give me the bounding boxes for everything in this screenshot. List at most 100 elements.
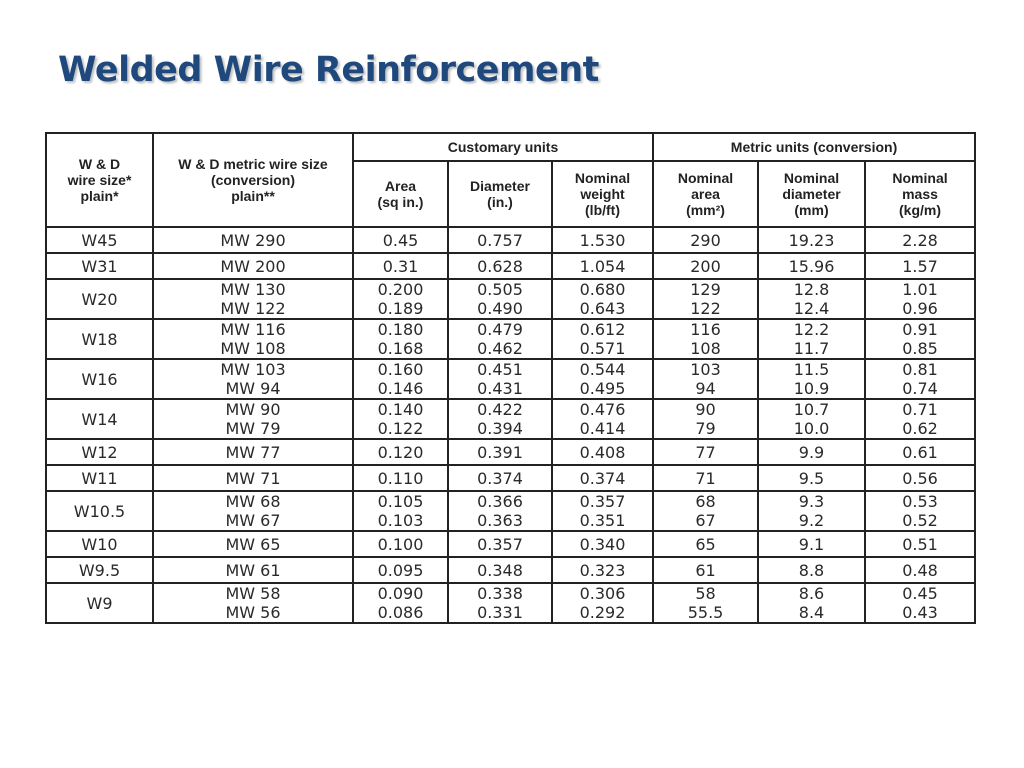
- metric-size-cell: MW 77: [152, 438, 354, 466]
- cell-value: 1.054: [579, 256, 626, 276]
- cell-value: 0.374: [579, 468, 626, 488]
- cell-value: 0.757: [477, 230, 523, 250]
- diameter-cell: 0.338 0.331: [447, 582, 553, 624]
- cell-value: 0.351: [579, 511, 626, 530]
- cell-value: 0.43: [902, 603, 938, 622]
- nominal-mass-cell: 0.53 0.52: [864, 490, 977, 532]
- cell-value: 0.71: [902, 400, 938, 419]
- area-cell: 0.120: [352, 438, 449, 466]
- cell-value: MW 77: [225, 442, 281, 462]
- nominal-area-cell: 65: [652, 530, 760, 558]
- nominal-mass-cell: 0.48: [864, 556, 977, 584]
- cell-value: 0.103: [377, 511, 424, 530]
- cell-value: 0.408: [579, 442, 626, 462]
- nominal-area-cell: 77: [652, 438, 760, 466]
- cell-value: MW 56: [225, 603, 281, 622]
- cell-value: 2.28: [902, 230, 938, 250]
- cell-value: 103: [690, 360, 721, 379]
- diameter-cell: 0.422 0.394: [447, 398, 553, 440]
- table-row: W16 MW 103 MW 94 0.160 0.146 0.451 0.431 0.544 0…: [45, 358, 977, 400]
- cell-value: 1.01: [902, 280, 938, 299]
- wire-size-cell: W31: [45, 252, 154, 280]
- cell-value: 8.4: [798, 603, 825, 622]
- diameter-cell: 0.451 0.431: [447, 358, 553, 400]
- diameter-cell: 0.366 0.363: [447, 490, 553, 532]
- metric-size-cell: MW 116 MW 108: [152, 318, 354, 360]
- cell-value: 122: [690, 299, 721, 318]
- cell-value: MW 290: [220, 230, 286, 250]
- cell-value: 8.6: [798, 584, 825, 603]
- cell-value: 19.23: [788, 230, 835, 250]
- nominal-diameter-cell: 12.8 12.4: [757, 278, 867, 320]
- wire-size-cell: W20: [45, 278, 154, 320]
- metric-size-cell: MW 290: [152, 226, 354, 254]
- nominal-diameter-cell: 9.1: [757, 530, 867, 558]
- cell-value: 0.643: [579, 299, 626, 318]
- cell-value: 200: [690, 256, 721, 276]
- col-header-nominal-diameter: Nominal diameter (mm): [757, 160, 867, 228]
- nominal-mass-cell: 0.91 0.85: [864, 318, 977, 360]
- col-header-wd-metric: W & D metric wire size (conversion) plai…: [152, 132, 354, 228]
- cell-value: 0.96: [902, 299, 938, 318]
- cell-value: 0.146: [377, 379, 424, 398]
- table-body: W45 MW 290 0.45 0.757 1.530 290 19.23 2.28 W31 MW…: [45, 226, 977, 624]
- nominal-area-cell: 290: [652, 226, 760, 254]
- nominal-mass-cell: 0.61: [864, 438, 977, 466]
- cell-value: MW 61: [225, 560, 281, 580]
- header-row-group: W & D wire size* plain* W & D metric wir…: [45, 132, 977, 228]
- cell-value: 0.331: [477, 603, 523, 622]
- area-cell: 0.140 0.122: [352, 398, 449, 440]
- col-header-area: Area (sq in.): [352, 160, 449, 228]
- cell-value: 61: [695, 560, 716, 580]
- wire-size-cell: W18: [45, 318, 154, 360]
- area-cell: 0.110: [352, 464, 449, 492]
- cell-value: 108: [690, 339, 721, 358]
- metric-size-cell: MW 71: [152, 464, 354, 492]
- cell-value: 0.338: [477, 584, 523, 603]
- nominal-mass-cell: 0.45 0.43: [864, 582, 977, 624]
- cell-value: 1.57: [902, 256, 938, 276]
- cell-value: 0.391: [477, 442, 523, 462]
- nominal-mass-cell: 0.56: [864, 464, 977, 492]
- cell-value: 0.357: [477, 534, 523, 554]
- diameter-cell: 0.391: [447, 438, 553, 466]
- nominal-mass-cell: 1.01 0.96: [864, 278, 977, 320]
- wire-size-cell: W45: [45, 226, 154, 254]
- metric-size-cell: MW 200: [152, 252, 354, 280]
- metric-size-cell: MW 130 MW 122: [152, 278, 354, 320]
- cell-value: 67: [695, 511, 716, 530]
- cell-value: 0.56: [902, 468, 938, 488]
- cell-value: 0.490: [477, 299, 523, 318]
- cell-value: 0.45: [382, 230, 419, 250]
- cell-value: 0.095: [377, 560, 424, 580]
- diameter-cell: 0.357: [447, 530, 553, 558]
- cell-value: MW 79: [225, 419, 281, 438]
- nominal-mass-cell: 0.81 0.74: [864, 358, 977, 400]
- cell-value: 65: [695, 534, 716, 554]
- nominal-diameter-cell: 9.9: [757, 438, 867, 466]
- nominal-diameter-cell: 8.6 8.4: [757, 582, 867, 624]
- cell-value: 0.31: [382, 256, 419, 276]
- table-row: W14 MW 90 MW 79 0.140 0.122 0.422 0.394 0.476 0.…: [45, 398, 977, 440]
- cell-value: 0.495: [579, 379, 626, 398]
- cell-value: 8.8: [798, 560, 825, 580]
- nominal-diameter-cell: 8.8: [757, 556, 867, 584]
- cell-value: MW 94: [225, 379, 281, 398]
- cell-value: 0.366: [477, 492, 523, 511]
- nominal-diameter-cell: 19.23: [757, 226, 867, 254]
- diameter-cell: 0.348: [447, 556, 553, 584]
- weight-cell: 1.530: [550, 226, 655, 254]
- cell-value: MW 71: [225, 468, 281, 488]
- cell-value: MW 68: [225, 492, 281, 511]
- cell-value: 0.306: [579, 584, 626, 603]
- nominal-area-cell: 103 94: [652, 358, 760, 400]
- wire-size-cell: W12: [45, 438, 154, 466]
- nominal-mass-cell: 2.28: [864, 226, 977, 254]
- cell-value: 0.53: [902, 492, 938, 511]
- diameter-cell: 0.374: [447, 464, 553, 492]
- metric-size-cell: MW 90 MW 79: [152, 398, 354, 440]
- table-row: W9.5 MW 61 0.095 0.348 0.323 61 8.8 0.48: [45, 556, 977, 584]
- cell-value: 0.62: [902, 419, 938, 438]
- cell-value: 90: [695, 400, 716, 419]
- table-row: W12 MW 77 0.120 0.391 0.408 77 9.9 0.61: [45, 438, 977, 466]
